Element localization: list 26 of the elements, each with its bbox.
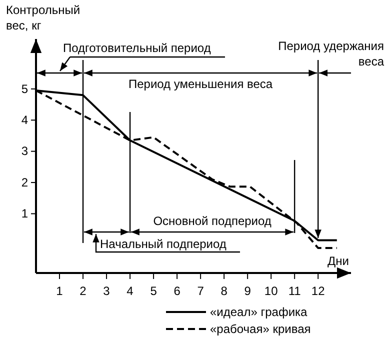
x-tick-label: 12: [311, 284, 326, 298]
x-tick-label: 9: [244, 284, 252, 298]
x-tick-label: 1: [56, 284, 64, 298]
annotation: Подготовительный период: [63, 41, 211, 55]
legend-label: «идеал» графика: [210, 305, 308, 319]
x-tick-label: 11: [288, 284, 302, 298]
x-axis-title: Дни: [328, 254, 349, 268]
x-tick-label: 5: [150, 284, 158, 298]
y-axis-title: Контрольный вес, кг: [6, 3, 80, 33]
legend-label: «рабочая» кривая: [210, 322, 311, 336]
y-tick-label: 5: [21, 82, 28, 96]
x-tick-label: 8: [220, 284, 228, 298]
annotation: Период удержания веса: [278, 39, 384, 69]
annotation: Основной подпериод: [153, 214, 272, 228]
x-tick-label: 10: [264, 284, 278, 298]
x-tick-label: 4: [126, 284, 134, 298]
annotation: Начальный подпериод: [100, 237, 226, 251]
y-tick-label: 4: [21, 112, 28, 127]
x-tick-label: 3: [103, 284, 110, 298]
y-tick-label: 3: [21, 144, 28, 158]
y-tick-label: 1: [21, 206, 28, 221]
x-tick-label: 6: [174, 284, 181, 298]
x-tick-label: 2: [80, 284, 87, 298]
annotation: Период уменьшения веса: [128, 77, 273, 91]
x-tick-label: 7: [197, 284, 204, 298]
y-tick-label: 2: [21, 175, 28, 190]
